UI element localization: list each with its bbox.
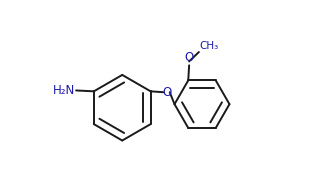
Text: H₂N: H₂N [52, 84, 75, 97]
Text: O: O [185, 51, 194, 64]
Text: O: O [162, 86, 171, 99]
Text: CH₃: CH₃ [200, 41, 219, 51]
